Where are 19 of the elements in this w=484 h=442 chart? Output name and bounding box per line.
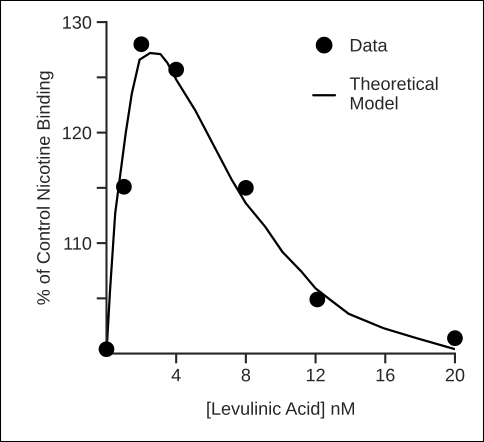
point [168, 62, 184, 78]
x-axis-title: [Levulinic Acid] nM [207, 402, 354, 419]
point [309, 292, 326, 308]
x-tick-label: 8 [242, 368, 250, 382]
point [238, 180, 254, 196]
y-tick-label: 110 [64, 237, 92, 250]
y-axis-title: % of Control Nicotine Binding [36, 72, 54, 305]
point [133, 36, 150, 52]
x-tick-label: 16 [376, 368, 395, 382]
point [98, 341, 114, 358]
x-tick-label: 20 [446, 368, 464, 382]
legend-label: Data [350, 39, 388, 52]
x-tick-label: 4 [172, 368, 181, 382]
point [447, 330, 463, 346]
x-tick-label: 12 [306, 368, 325, 382]
legend-label: Theoretical Model [350, 76, 438, 110]
y-tick-label: 120 [63, 126, 92, 140]
y-tick-label: 130 [63, 16, 92, 29]
point [116, 178, 132, 195]
